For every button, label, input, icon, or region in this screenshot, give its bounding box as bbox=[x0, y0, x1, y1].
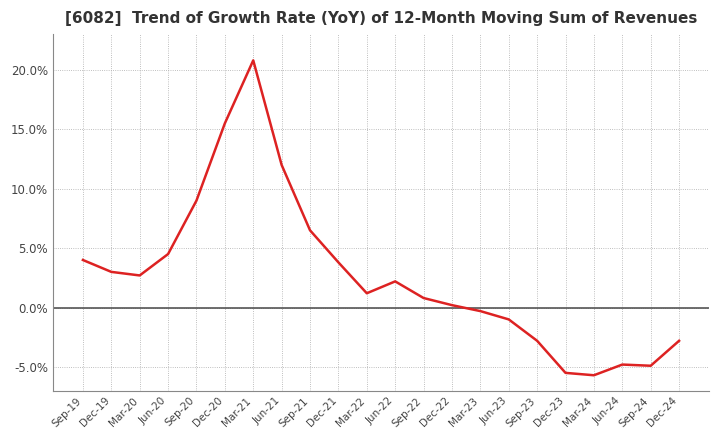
Title: [6082]  Trend of Growth Rate (YoY) of 12-Month Moving Sum of Revenues: [6082] Trend of Growth Rate (YoY) of 12-… bbox=[65, 11, 697, 26]
